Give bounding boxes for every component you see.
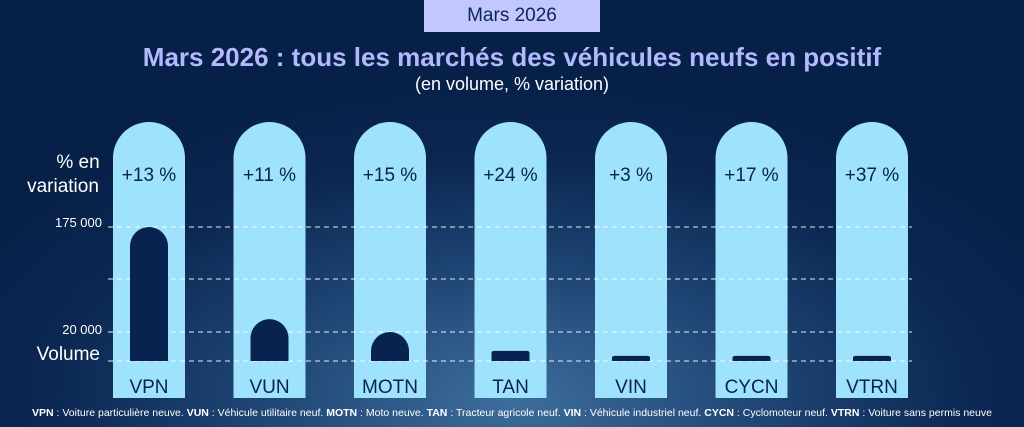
capsule-vtrn	[836, 122, 908, 398]
variation-label-line2: variation	[27, 176, 99, 197]
footer-item-vtrn: VTRN : Voiture sans permis neuve	[830, 407, 992, 419]
footer-item-tan: TAN : Tracteur agricole neuf.	[426, 407, 564, 419]
variation-label-vun: +11 %	[243, 165, 296, 186]
bar-vpn	[130, 227, 168, 361]
bar-vun	[250, 319, 289, 361]
chart-subtitle: (en volume, % variation)	[414, 74, 610, 94]
period-badge: Mars 2026	[424, 0, 600, 32]
variation-label-cycn: +17 %	[724, 165, 779, 186]
variation-label-vpn: +13 %	[122, 165, 177, 186]
bar-vtrn	[853, 355, 891, 361]
capsule-tan	[474, 122, 547, 398]
variation-label-tan: +24 %	[483, 165, 538, 186]
variation-label-motn: +15 %	[363, 165, 418, 186]
variation-label-vtrn: +37 %	[845, 165, 900, 186]
footer-legend: VPN : Voiture particulière neuve. VUN : …	[0, 407, 1024, 419]
volume-axis-label: Volume	[36, 344, 100, 365]
variation-label-line1: % en	[56, 152, 100, 173]
footer-item-vpn: VPN : Voiture particulière neuve.	[32, 407, 187, 419]
capsule-vin	[595, 122, 667, 398]
tick-label-20000: 20 000	[62, 322, 102, 337]
category-label-vun: VUN	[249, 377, 289, 398]
tick-label-175000: 175 000	[55, 215, 102, 230]
category-label-vtrn: VTRN	[846, 377, 898, 398]
category-label-vin: VIN	[615, 377, 647, 398]
category-label-motn: MOTN	[362, 377, 418, 398]
chart-title: Mars 2026 : tous les marchés des véhicul…	[142, 42, 882, 72]
category-label-vpn: VPN	[129, 377, 168, 398]
capsule-cycn	[715, 122, 788, 398]
category-label-cycn: CYCN	[725, 377, 779, 398]
bar-tan	[491, 350, 530, 361]
bar-vin	[612, 355, 650, 361]
capsule-vun	[233, 122, 306, 398]
footer-item-vin: VIN : Véhicule industriel neuf.	[563, 407, 705, 419]
bar-motn	[371, 332, 409, 361]
footer-item-cycn: CYCN : Cyclomoteur neuf.	[704, 407, 831, 419]
bar-cycn	[732, 355, 771, 361]
category-label-tan: TAN	[492, 377, 529, 398]
variation-label-vin: +3 %	[609, 165, 653, 186]
footer-item-vun: VUN : Véhicule utilitaire neuf.	[186, 407, 327, 419]
footer-item-motn: MOTN : Moto neuve.	[326, 407, 427, 419]
capsule-motn	[354, 122, 426, 398]
